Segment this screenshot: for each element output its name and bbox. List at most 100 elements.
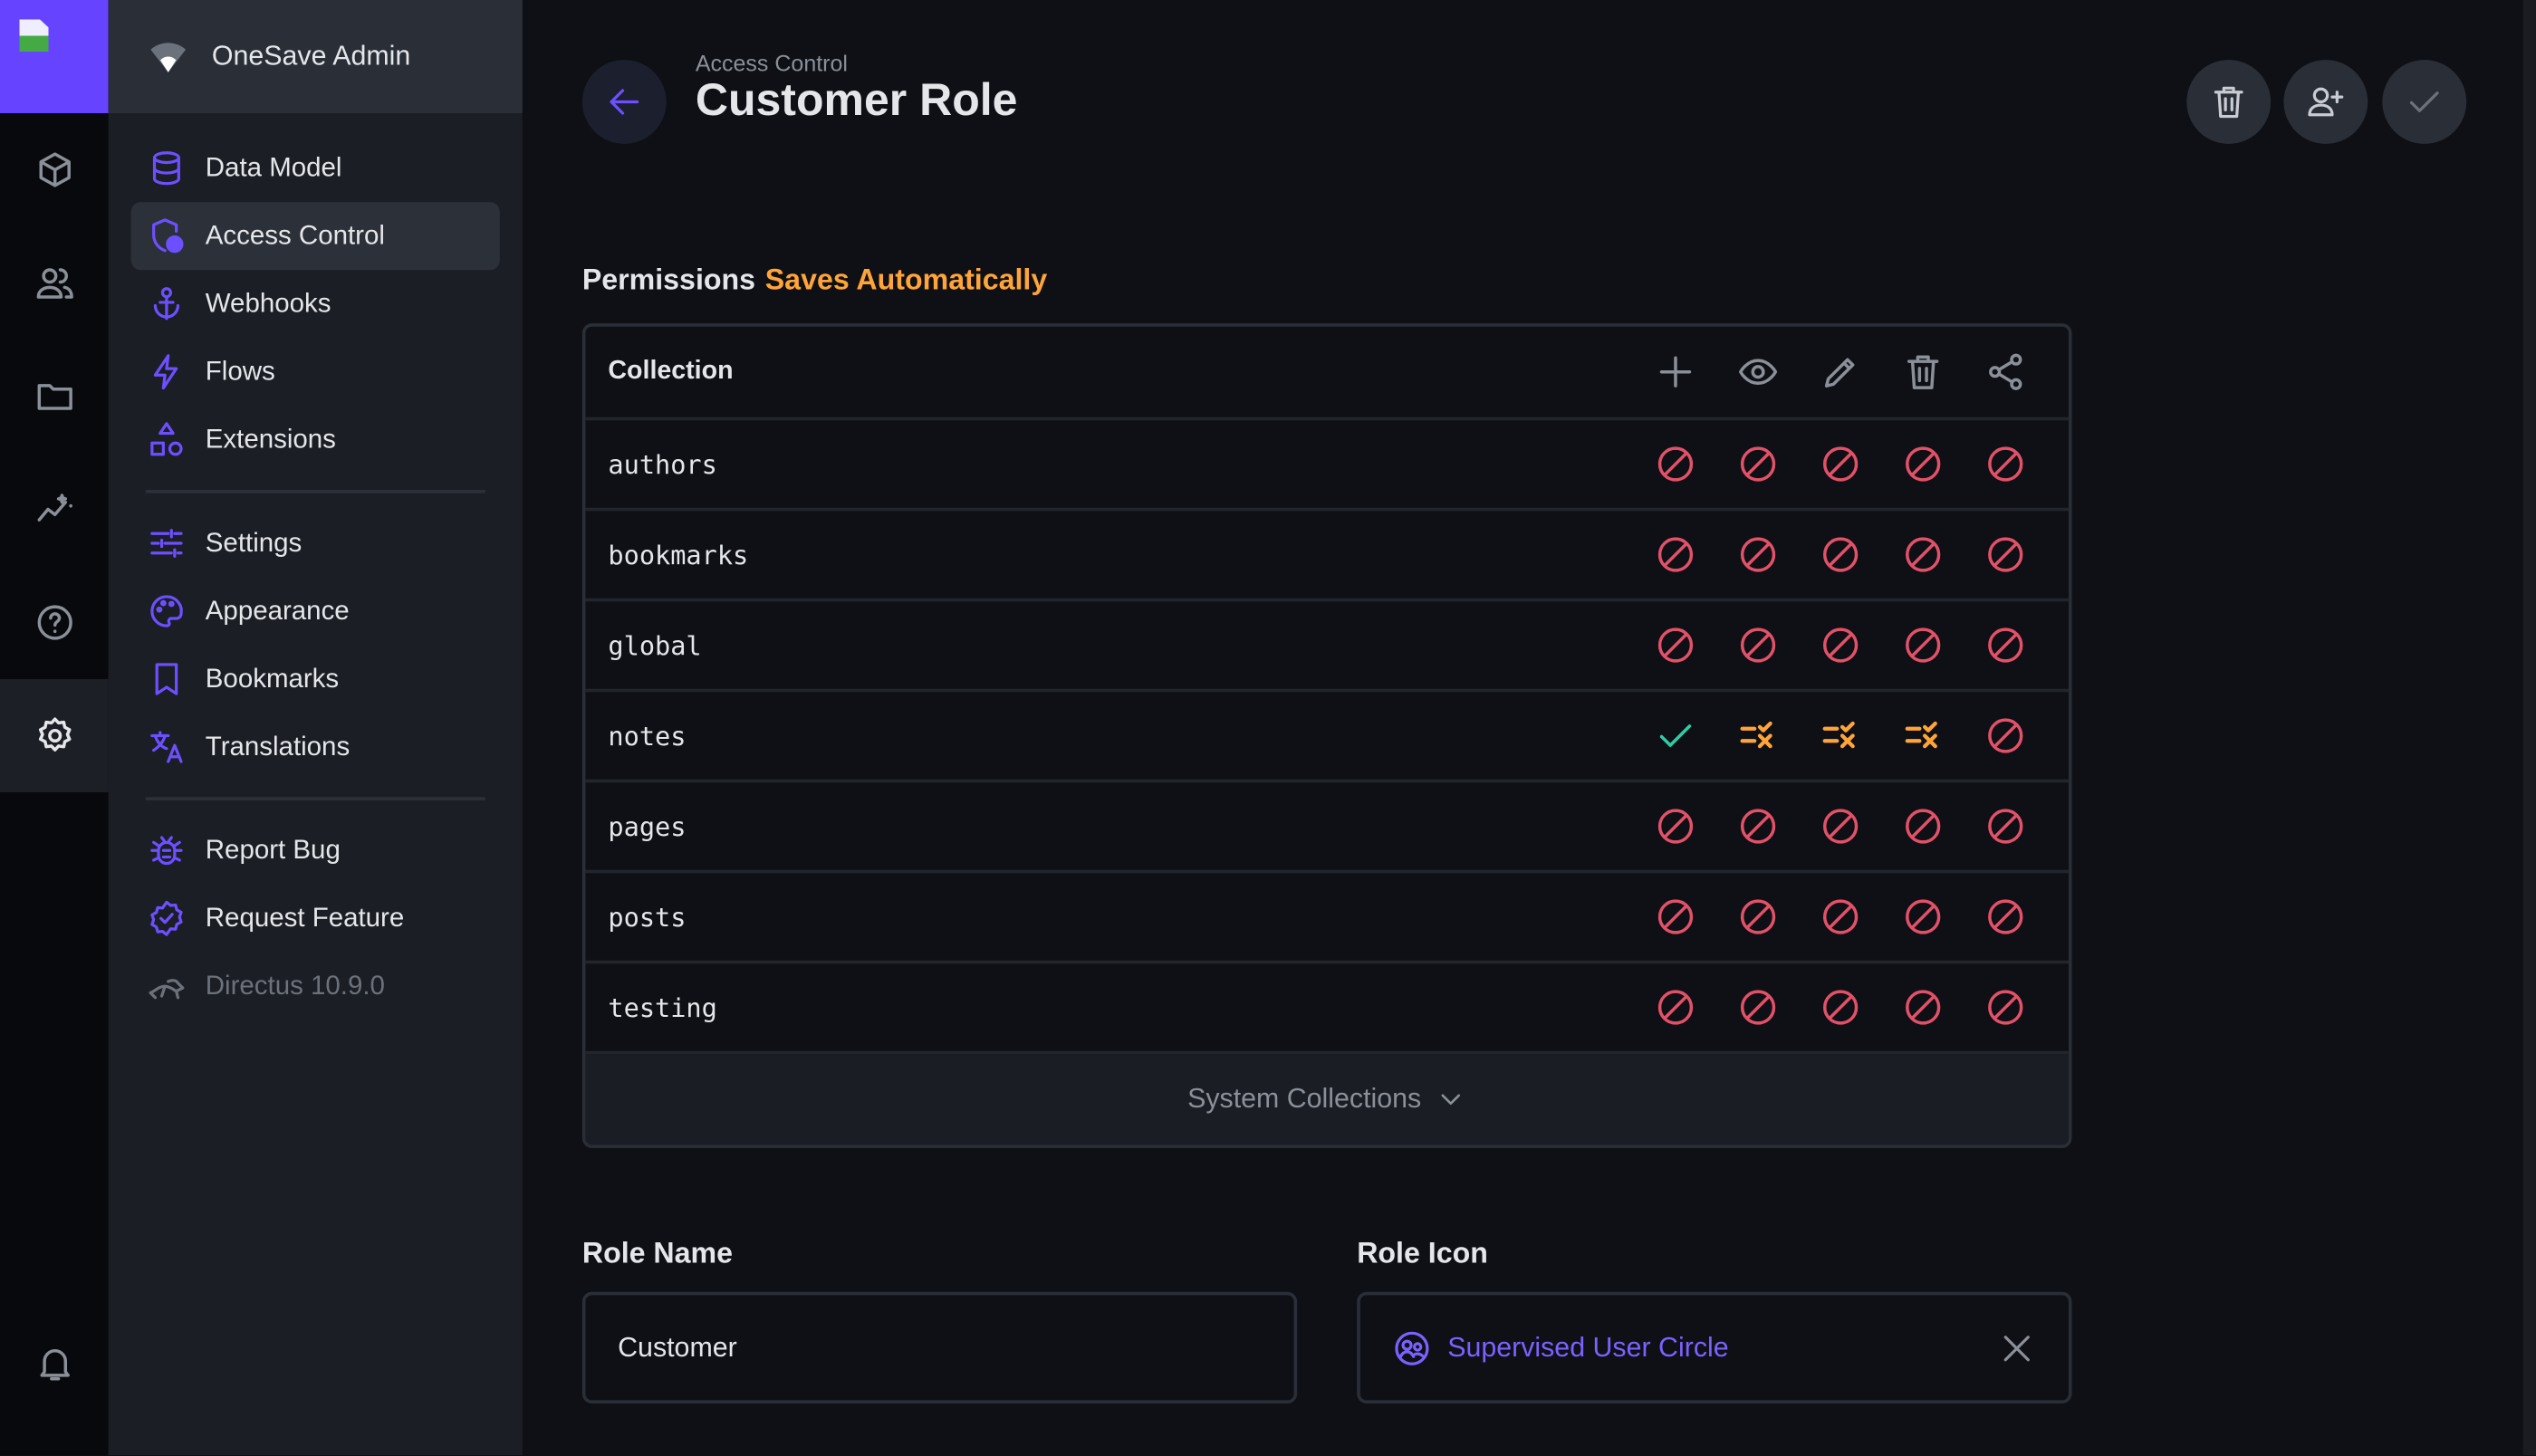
block-icon: [1984, 624, 2025, 666]
permission-toggle-eye[interactable]: [1716, 805, 1799, 847]
permission-toggle-share[interactable]: [1964, 443, 2046, 484]
permission-toggle-share[interactable]: [1964, 533, 2046, 575]
nav-item-label: Flows: [205, 356, 275, 386]
permission-toggle-plus[interactable]: [1634, 986, 1716, 1028]
nav-item-data-model[interactable]: Data Model: [131, 134, 500, 202]
close-icon[interactable]: [1997, 1328, 2036, 1367]
permission-toggle-pencil[interactable]: [1799, 624, 1881, 666]
check-icon: [1654, 714, 1695, 756]
permission-toggle-share[interactable]: [1964, 805, 2046, 847]
scrollbar[interactable]: [2522, 0, 2536, 1456]
permission-toggle-trash[interactable]: [1881, 986, 1964, 1028]
permission-toggle-pencil[interactable]: [1799, 896, 1881, 937]
block-icon: [1819, 896, 1860, 937]
nav-item-access-control[interactable]: Access Control: [130, 202, 500, 271]
permission-toggle-eye[interactable]: [1716, 624, 1799, 666]
nav-item-request-feature[interactable]: Request Feature: [131, 885, 500, 953]
permissions-table: Collection authors bookmarks global notes pa…: [581, 323, 2072, 1148]
permission-toggle-eye[interactable]: [1716, 986, 1799, 1028]
module-content[interactable]: [0, 113, 109, 226]
permission-cells: [1634, 986, 2046, 1028]
help-icon: [34, 601, 75, 643]
permission-toggle-plus[interactable]: [1634, 624, 1716, 666]
block-icon: [1736, 805, 1778, 847]
nav-item-translations[interactable]: Translations: [131, 713, 500, 781]
breadcrumb[interactable]: Access Control: [695, 50, 848, 76]
role-icon-value: Supervised User Circle: [1447, 1331, 1729, 1363]
permission-cells: [1634, 533, 2046, 575]
block-icon: [1654, 624, 1695, 666]
table-header: Collection: [585, 327, 2069, 421]
nav-item-bookmarks[interactable]: Bookmarks: [131, 645, 500, 713]
permission-toggle-pencil[interactable]: [1799, 714, 1881, 756]
block-icon: [1654, 805, 1695, 847]
main-content: Access Control Customer Role Permissions…: [523, 0, 2536, 1456]
permission-toggle-pencil[interactable]: [1799, 443, 1881, 484]
collection-name: posts: [608, 901, 687, 933]
permission-toggle-trash[interactable]: [1881, 533, 1964, 575]
permission-toggle-share[interactable]: [1964, 624, 2046, 666]
partial-permission-icon: [1736, 714, 1778, 756]
permission-toggle-eye[interactable]: [1716, 896, 1799, 937]
nav-divider: [145, 490, 485, 493]
sliders-icon: [147, 524, 186, 563]
module-help[interactable]: [0, 566, 109, 679]
permission-toggle-trash[interactable]: [1881, 896, 1964, 937]
nav-item-settings[interactable]: Settings: [131, 509, 500, 577]
permission-toggle-pencil[interactable]: [1799, 805, 1881, 847]
block-icon: [1736, 624, 1778, 666]
role-icon-select[interactable]: Supervised User Circle: [1357, 1291, 2072, 1403]
permission-toggle-plus[interactable]: [1634, 805, 1716, 847]
system-collections-toggle[interactable]: System Collections: [585, 1054, 2069, 1145]
nav-item-label: Webhooks: [205, 288, 331, 318]
nav-item-flows[interactable]: Flows: [131, 338, 500, 406]
permission-toggle-plus[interactable]: [1634, 443, 1716, 484]
nav-item-directus-10-9-0[interactable]: Directus 10.9.0: [131, 953, 500, 1020]
permissions-label: Permissions: [581, 263, 756, 296]
brand-logo[interactable]: [0, 0, 109, 113]
delete-button[interactable]: [2186, 60, 2272, 144]
permission-toggle-share[interactable]: [1964, 986, 2046, 1028]
arrow-left-icon: [605, 82, 644, 121]
permission-toggle-share[interactable]: [1964, 714, 2046, 756]
nav-item-label: Access Control: [205, 220, 385, 250]
permission-toggle-trash[interactable]: [1881, 624, 1964, 666]
permission-toggle-plus[interactable]: [1634, 896, 1716, 937]
nav-item-extensions[interactable]: Extensions: [131, 406, 500, 474]
back-button[interactable]: [581, 60, 667, 144]
permission-toggle-plus[interactable]: [1634, 533, 1716, 575]
permission-toggle-trash[interactable]: [1881, 805, 1964, 847]
palette-icon: [147, 592, 186, 631]
module-users[interactable]: [0, 226, 109, 340]
permission-toggle-share[interactable]: [1964, 896, 2046, 937]
module-settings[interactable]: [0, 678, 109, 792]
permission-toggle-trash[interactable]: [1881, 443, 1964, 484]
permission-toggle-pencil[interactable]: [1799, 533, 1881, 575]
nav-item-appearance[interactable]: Appearance: [131, 577, 500, 645]
save-button[interactable]: [2382, 60, 2467, 144]
share-icon: [1984, 350, 2025, 392]
module-insights[interactable]: [0, 453, 109, 566]
block-icon: [1654, 986, 1695, 1028]
nav-item-label: Extensions: [205, 424, 336, 454]
nav-item-webhooks[interactable]: Webhooks: [131, 270, 500, 338]
permission-toggle-plus[interactable]: [1634, 714, 1716, 756]
notifications-button[interactable]: [0, 1307, 109, 1420]
nav-item-label: Appearance: [205, 596, 350, 626]
invite-user-button[interactable]: [2283, 60, 2368, 144]
nav-item-report-bug[interactable]: Report Bug: [131, 817, 500, 885]
permission-toggle-eye[interactable]: [1716, 443, 1799, 484]
block-icon: [1819, 805, 1860, 847]
role-name-input[interactable]: Customer: [581, 1291, 1298, 1403]
permission-toggle-eye[interactable]: [1716, 533, 1799, 575]
permission-toggle-trash[interactable]: [1881, 714, 1964, 756]
collection-name: testing: [608, 991, 717, 1023]
wifi-icon: [147, 35, 188, 77]
permission-toggle-eye[interactable]: [1716, 714, 1799, 756]
partial-permission-icon: [1819, 714, 1860, 756]
module-files[interactable]: [0, 340, 109, 453]
trash-icon: [1901, 350, 1943, 392]
project-header[interactable]: OneSave Admin: [108, 0, 523, 113]
collection-name: bookmarks: [608, 539, 749, 570]
permission-toggle-pencil[interactable]: [1799, 986, 1881, 1028]
